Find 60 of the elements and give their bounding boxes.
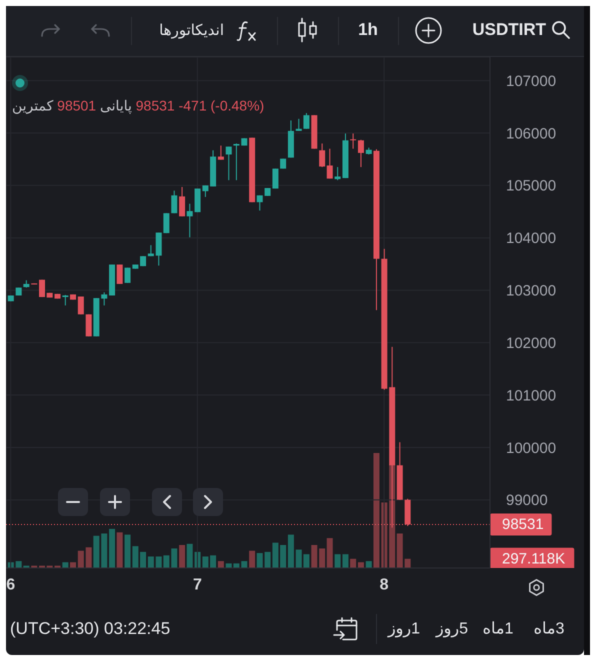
bar [366, 561, 372, 568]
y-tick-label: 100000 [506, 440, 556, 457]
text: 3ماه [534, 619, 564, 639]
candlestick [171, 190, 178, 214]
bar [124, 534, 131, 568]
candlestick [350, 133, 356, 150]
bar [109, 528, 116, 568]
y-tick-label: 101000 [506, 387, 556, 404]
bar [116, 532, 123, 568]
candlestick [78, 296, 84, 315]
candlestick [116, 264, 123, 284]
candlestick [179, 186, 186, 217]
bar [334, 554, 341, 568]
chart-title: USDTIRT [472, 20, 546, 40]
bar [342, 554, 348, 568]
candlestick [226, 146, 232, 181]
candlestick [296, 118, 302, 132]
candlestick [358, 139, 364, 168]
candlestick [124, 267, 131, 284]
candlestick [62, 294, 68, 306]
ref-line-label: 98531 [502, 516, 544, 533]
y-tick-label: 105000 [506, 178, 556, 195]
candlestick [86, 314, 92, 337]
candlestick [233, 142, 240, 181]
bar [241, 561, 248, 568]
candlestick [319, 142, 326, 168]
candlestick [303, 112, 310, 130]
bar [249, 550, 256, 568]
y-tick-label: 104000 [506, 230, 556, 248]
candlestick [218, 145, 224, 160]
candlestick [326, 148, 333, 180]
text: 1ماه [482, 619, 514, 639]
candlestick [272, 168, 278, 190]
y-tick-label: 106000 [506, 125, 556, 142]
bar [350, 558, 356, 568]
bar [326, 538, 333, 568]
x-tick-label: 8 [380, 576, 389, 594]
bar [373, 453, 380, 568]
text: اندیکاتورها [159, 22, 224, 40]
y-tick-label: 103000 [506, 282, 556, 300]
text: 1روز [388, 619, 420, 639]
bar [186, 544, 193, 568]
candlestick [334, 166, 341, 181]
text: 03:22:45 (UTC+3:30) [10, 618, 170, 640]
text: 5روز [436, 619, 468, 639]
bar [256, 553, 263, 568]
x-tick-label: 6 [6, 576, 16, 594]
bar [264, 552, 271, 568]
candlestick [163, 212, 170, 234]
y-tick-label: 107000 [506, 72, 556, 90]
bar [288, 534, 294, 568]
candlestick [194, 188, 201, 213]
text: 1h [358, 20, 378, 40]
bar [218, 561, 224, 568]
candlestick [256, 194, 263, 212]
y-tick-label: 99000 [506, 492, 548, 510]
x-tick-label: 7 [192, 576, 202, 594]
candlestick [186, 203, 193, 238]
y-tick-label: 102000 [506, 334, 556, 352]
bar [179, 545, 186, 568]
